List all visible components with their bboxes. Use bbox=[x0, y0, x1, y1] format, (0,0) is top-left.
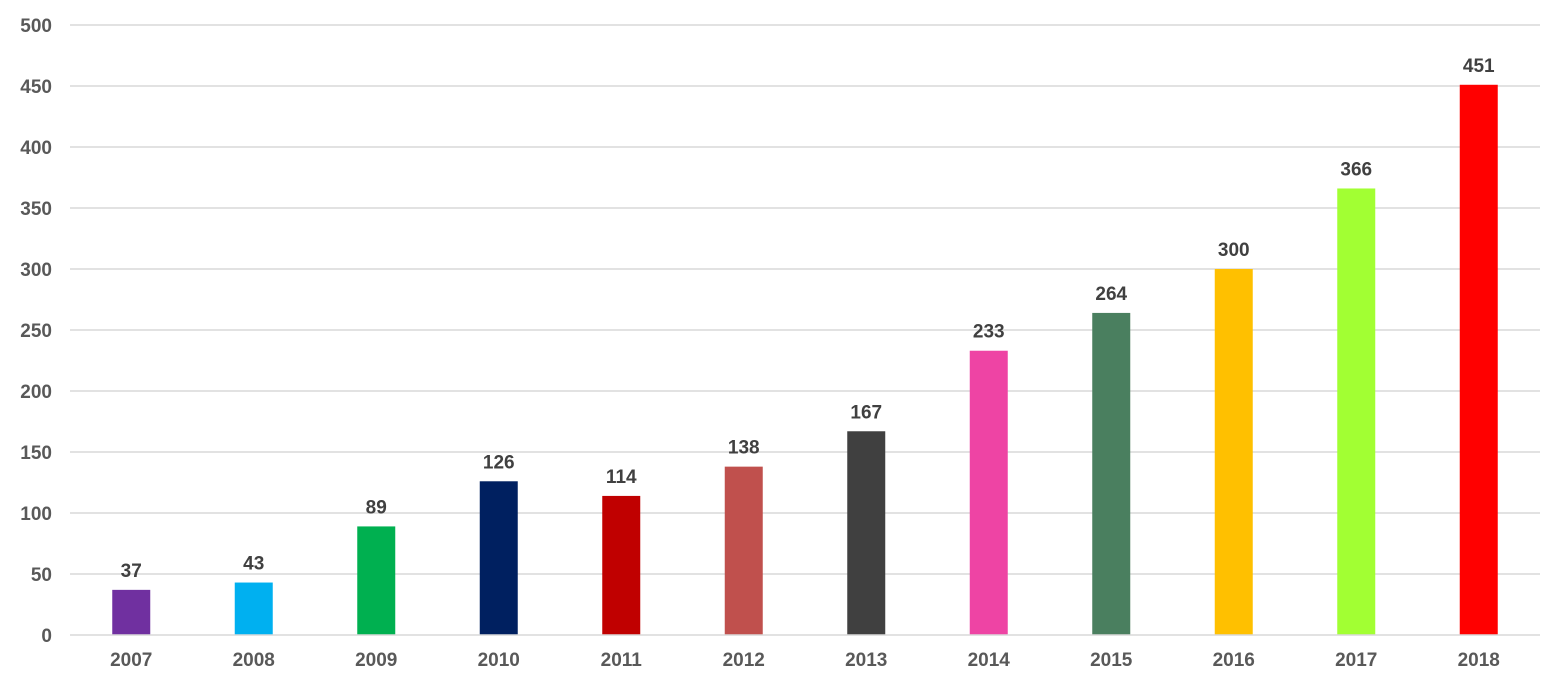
data-label-2014: 233 bbox=[973, 322, 1005, 343]
x-tick-label-2011: 2011 bbox=[601, 650, 643, 671]
data-label-2007: 37 bbox=[121, 561, 142, 582]
y-tick-label: 450 bbox=[20, 77, 52, 98]
y-tick-label: 500 bbox=[20, 16, 52, 37]
x-tick-label-2016: 2016 bbox=[1213, 650, 1255, 671]
x-tick-label-2007: 2007 bbox=[110, 650, 152, 671]
y-axis-ticks: 0 50 100 150 200 250 300 350 400 450 500 bbox=[20, 16, 52, 647]
y-tick-label: 200 bbox=[20, 382, 52, 403]
x-tick-label-2012: 2012 bbox=[723, 650, 765, 671]
bar-2010 bbox=[479, 481, 518, 635]
bar-2011 bbox=[602, 495, 641, 635]
data-labels: 37 43 89 126 114 138 167 233 264 300 366 451 bbox=[121, 56, 1495, 582]
x-axis-ticks: 2007 2008 2009 2010 2011 2012 2013 2014 2015 2016… bbox=[110, 650, 1500, 671]
y-tick-label: 350 bbox=[20, 199, 52, 220]
x-tick-label-2015: 2015 bbox=[1090, 650, 1133, 671]
bar-2012 bbox=[724, 466, 763, 635]
data-label-2009: 89 bbox=[366, 497, 387, 518]
bar-2017 bbox=[1337, 188, 1376, 636]
x-tick-label-2013: 2013 bbox=[845, 650, 887, 671]
bar-2015 bbox=[1092, 312, 1131, 635]
x-tick-label-2018: 2018 bbox=[1458, 650, 1500, 671]
bar-2016 bbox=[1214, 269, 1253, 635]
x-tick-label-2009: 2009 bbox=[355, 650, 397, 671]
bar-2014 bbox=[969, 350, 1008, 635]
bars bbox=[112, 84, 1498, 636]
x-tick-label-2008: 2008 bbox=[233, 650, 275, 671]
x-tick-label-2010: 2010 bbox=[478, 650, 520, 671]
y-tick-label: 0 bbox=[41, 626, 52, 647]
x-tick-label-2014: 2014 bbox=[968, 650, 1011, 671]
bar-2018 bbox=[1459, 84, 1498, 635]
bar-2013 bbox=[847, 431, 886, 635]
data-label-2010: 126 bbox=[483, 452, 515, 473]
data-label-2016: 300 bbox=[1218, 240, 1250, 261]
data-label-2017: 366 bbox=[1340, 159, 1372, 180]
data-label-2015: 264 bbox=[1095, 284, 1127, 305]
y-tick-label: 250 bbox=[20, 321, 52, 342]
data-label-2012: 138 bbox=[728, 438, 760, 459]
data-label-2018: 451 bbox=[1463, 56, 1495, 77]
gridlines bbox=[70, 24, 1540, 575]
y-tick-label: 50 bbox=[31, 565, 52, 586]
data-label-2008: 43 bbox=[243, 554, 264, 575]
data-label-2011: 114 bbox=[606, 467, 637, 488]
y-tick-label: 100 bbox=[20, 504, 52, 525]
bar-2009 bbox=[357, 526, 396, 635]
y-tick-label: 150 bbox=[20, 443, 52, 464]
x-tick-label-2017: 2017 bbox=[1335, 650, 1377, 671]
y-tick-label: 300 bbox=[20, 260, 52, 281]
bar-2007 bbox=[112, 589, 151, 635]
y-tick-label: 400 bbox=[20, 138, 52, 159]
data-label-2013: 167 bbox=[850, 402, 882, 423]
bar-2008 bbox=[234, 582, 273, 635]
